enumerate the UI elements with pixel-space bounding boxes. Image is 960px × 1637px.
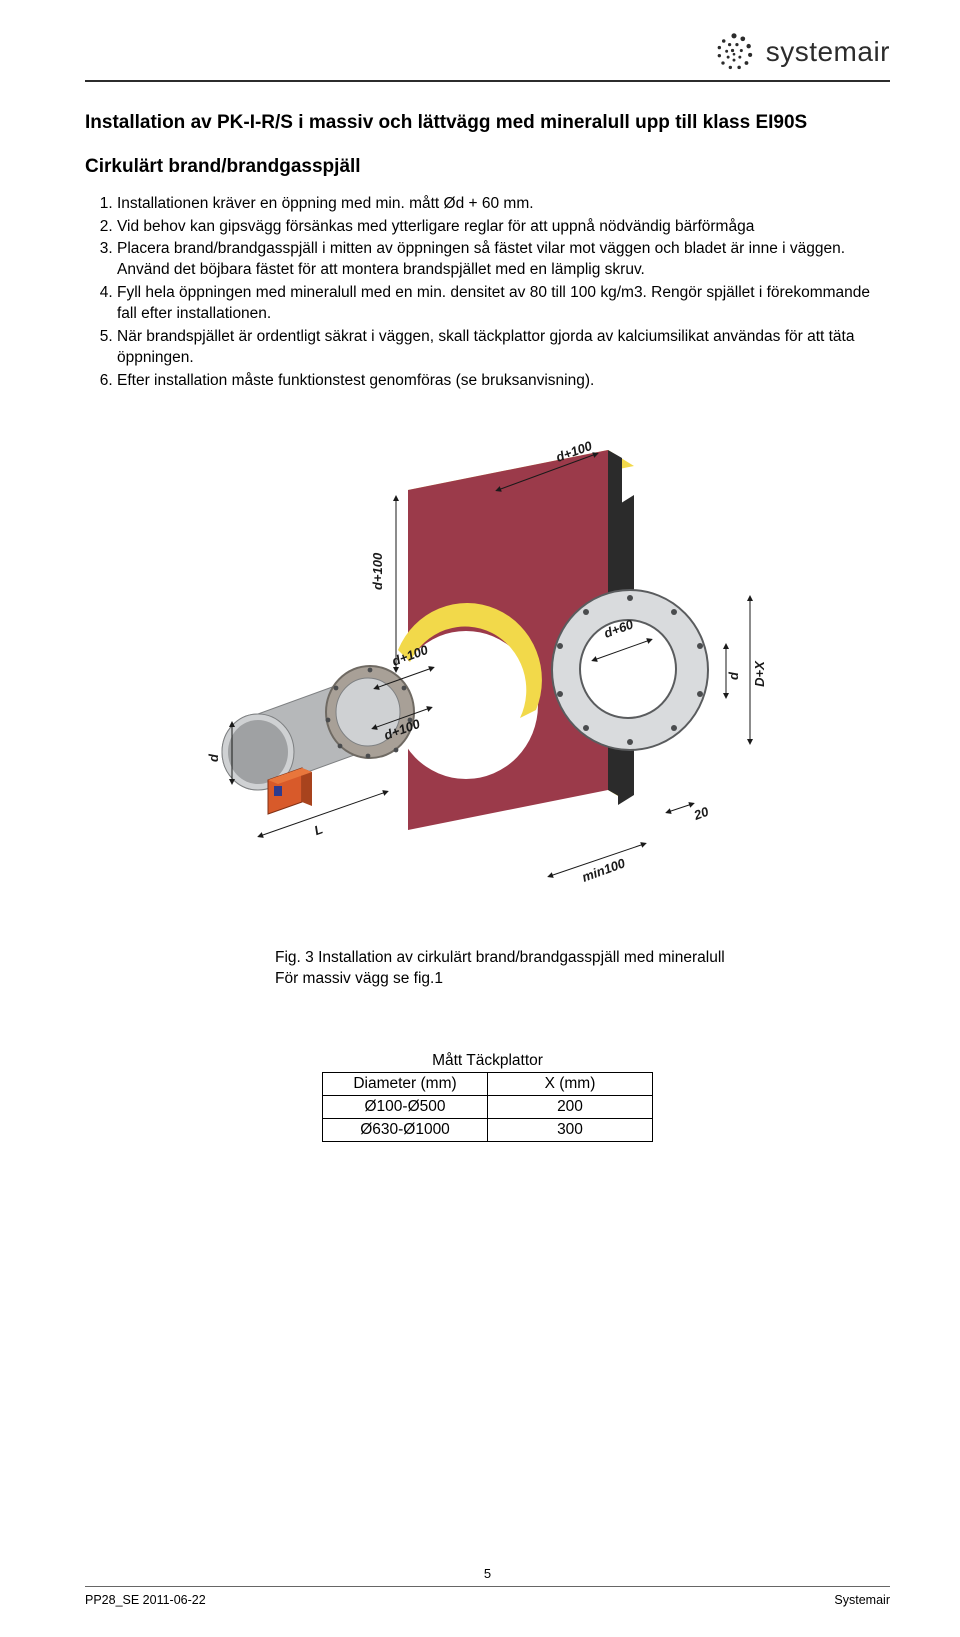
- page-header: systemair: [85, 30, 890, 74]
- list-item: Installationen kräver en öppning med min…: [117, 194, 890, 215]
- table-row: Ø630-Ø1000 300: [323, 1118, 653, 1141]
- table-row: Ø100-Ø500 200: [323, 1095, 653, 1118]
- table-cell: 300: [488, 1118, 653, 1141]
- table-header: Diameter (mm): [323, 1072, 488, 1095]
- footer-left: PP28_SE 2011-06-22: [85, 1593, 206, 1607]
- installation-steps-list: Installationen kräver en öppning med min…: [85, 194, 890, 392]
- list-item: Efter installation måste funktionstest g…: [117, 371, 890, 392]
- dim-label: 20: [690, 803, 710, 823]
- list-item: När brandspjället är ordentligt säkrat i…: [117, 327, 890, 369]
- section-title: Installation av PK-I-R/S i massiv och lä…: [85, 110, 890, 136]
- brand-logo: systemair: [712, 30, 890, 74]
- cover-plate-table: Mått Täckplattor Diameter (mm) X (mm) Ø1…: [322, 1050, 653, 1142]
- header-rule: [85, 80, 890, 82]
- installation-figure: d+100 d+100 d+100 d+100 d+60 d D+X d L 2…: [198, 420, 778, 940]
- page-number: 5: [85, 1566, 890, 1581]
- dim-label: L: [312, 821, 325, 838]
- page-footer: 5 PP28_SE 2011-06-22 Systemair: [85, 1586, 890, 1607]
- list-item: Fyll hela öppningen med mineralull med e…: [117, 283, 890, 325]
- brand-name: systemair: [766, 36, 890, 68]
- dim-label: d+100: [370, 552, 385, 590]
- section-subtitle: Cirkulärt brand/brandgasspjäll: [85, 156, 890, 178]
- dim-label: min100: [579, 855, 627, 885]
- list-item: Placera brand/brandgasspjäll i mitten av…: [117, 239, 890, 281]
- table-cell: Ø630-Ø1000: [323, 1118, 488, 1141]
- brand-mark-icon: [712, 30, 756, 74]
- table-title: Mått Täckplattor: [323, 1050, 653, 1073]
- dim-label: D+X: [752, 660, 767, 687]
- dim-label: d: [726, 671, 741, 680]
- figure-caption-line2: För massiv vägg se fig.1: [275, 969, 890, 990]
- list-item: Vid behov kan gipsvägg försänkas med ytt…: [117, 217, 890, 238]
- table-cell: Ø100-Ø500: [323, 1095, 488, 1118]
- figure-caption: Fig. 3 Installation av cirkulärt brand/b…: [275, 948, 890, 990]
- table-header: X (mm): [488, 1072, 653, 1095]
- footer-right: Systemair: [834, 1593, 890, 1607]
- figure-caption-line1: Fig. 3 Installation av cirkulärt brand/b…: [275, 948, 890, 969]
- dim-label: d: [206, 753, 221, 762]
- table-cell: 200: [488, 1095, 653, 1118]
